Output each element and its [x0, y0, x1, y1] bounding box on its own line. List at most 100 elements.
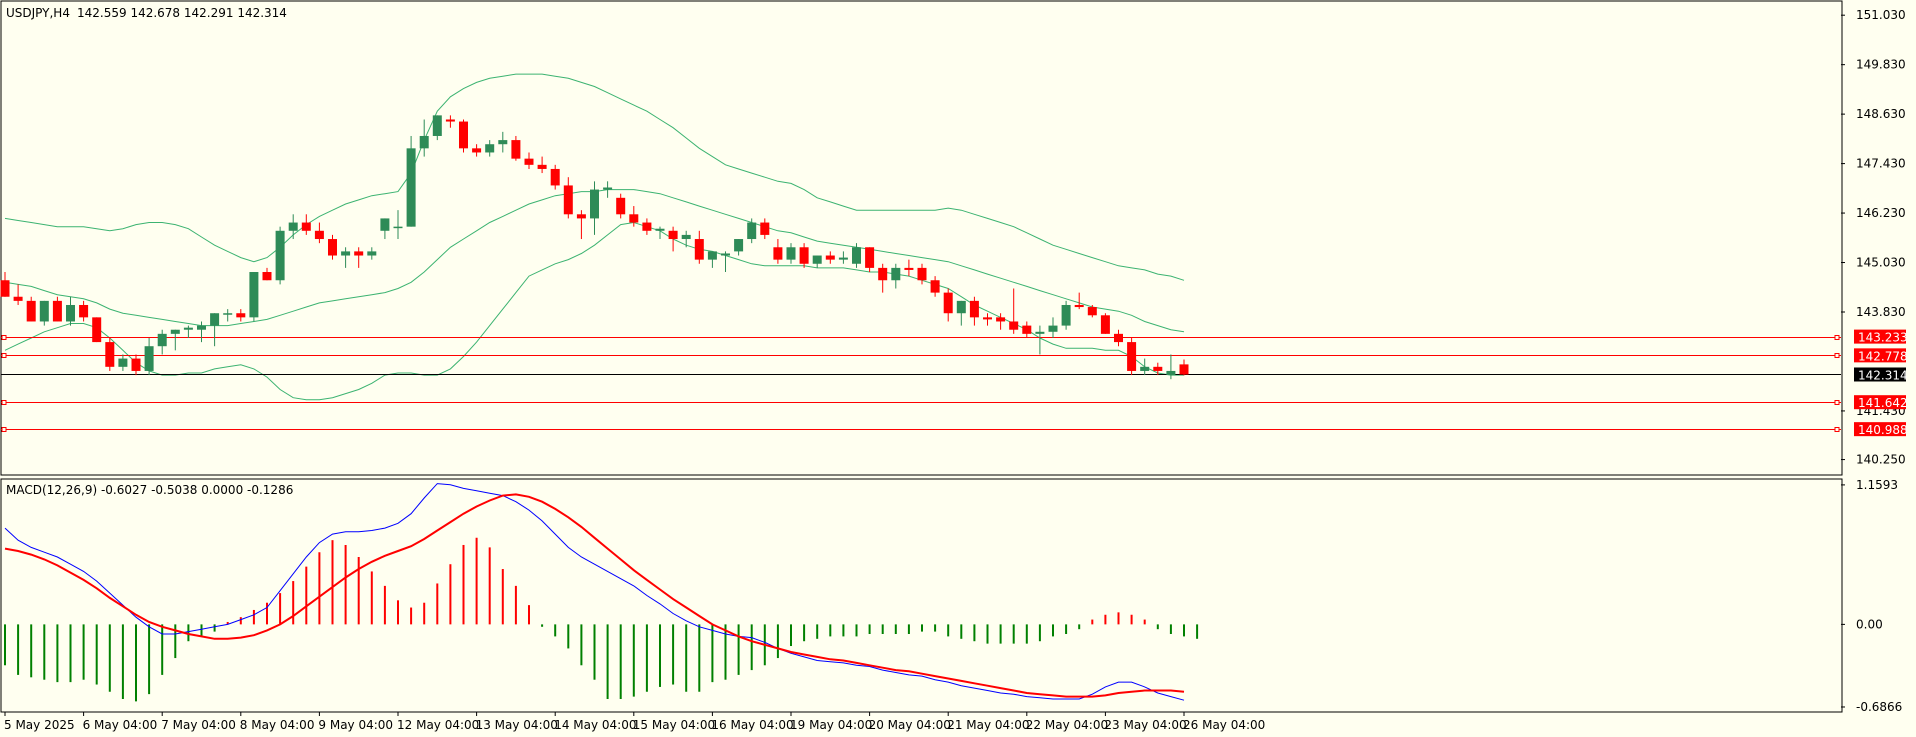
candle: [183, 325, 193, 338]
candle-body: [432, 115, 442, 136]
candle-body: [511, 140, 521, 159]
candle: [576, 210, 586, 240]
candle: [590, 181, 599, 235]
candle-body: [1087, 307, 1097, 316]
level-price-tag: 141.642: [1854, 395, 1908, 410]
time-tick-label: 21 May 04:00: [947, 718, 1029, 732]
candle: [445, 115, 455, 128]
price-tick-label: 147.430: [1856, 157, 1906, 171]
macd-tick-label: 1.1593: [1856, 478, 1898, 492]
candle-body: [328, 239, 337, 256]
time-tick-label: 26 May 04:00: [1183, 718, 1265, 732]
candle-body: [1009, 321, 1019, 330]
candle-body: [79, 304, 89, 318]
level-handle-left[interactable]: [1, 400, 7, 405]
candle: [642, 218, 652, 235]
candle: [354, 247, 364, 268]
time-tick-label: 22 May 04:00: [1026, 718, 1108, 732]
main-chart-frame: [0, 0, 1843, 476]
price-tick-label: 151.030: [1856, 8, 1906, 22]
level-handle-right[interactable]: [1834, 400, 1840, 405]
candle-body: [524, 158, 534, 165]
candle: [1100, 313, 1110, 334]
candle: [904, 259, 914, 277]
candle-body: [1035, 331, 1045, 334]
candle: [1061, 300, 1071, 330]
candle: [707, 251, 717, 268]
candle-body: [681, 234, 691, 240]
candle-body: [1061, 304, 1071, 326]
candle: [118, 354, 128, 371]
candle-body: [996, 317, 1006, 322]
level-handle-left[interactable]: [1, 427, 7, 432]
candle-body: [354, 251, 364, 256]
candle-body: [367, 251, 377, 256]
candle: [668, 226, 678, 252]
macd-frame: [0, 478, 1843, 713]
candle: [432, 115, 442, 141]
candle-body: [812, 255, 822, 264]
candle: [92, 317, 102, 343]
price-tick-label: 143.830: [1856, 305, 1906, 319]
candle-body: [747, 222, 757, 240]
candle-body: [39, 300, 49, 322]
level-price-tag: 143.233: [1854, 329, 1908, 345]
candle: [629, 206, 639, 227]
level-price-tag: 142.778: [1854, 348, 1908, 363]
candle-body: [655, 228, 665, 231]
candle-body: [445, 119, 455, 122]
candle: [1127, 337, 1137, 376]
candle: [773, 239, 783, 264]
candle: [1048, 317, 1058, 338]
candle-body: [1179, 364, 1189, 375]
candle: [0, 272, 10, 297]
candle: [236, 309, 246, 322]
candle-body: [590, 189, 599, 219]
candle-body: [760, 222, 770, 235]
candle-body: [393, 226, 403, 229]
candle-body: [891, 267, 901, 281]
candle-body: [52, 300, 62, 322]
macd-tick-label: 0.00: [1856, 617, 1883, 631]
candle-body: [668, 230, 678, 240]
time-tick-label: 13 May 04:00: [476, 718, 558, 732]
candle: [891, 263, 901, 289]
candle-body: [105, 342, 115, 367]
current-price-tag: 142.314: [1854, 367, 1908, 382]
candle: [865, 247, 875, 273]
candle: [314, 222, 324, 244]
candle-body: [917, 267, 927, 281]
candle-body: [485, 144, 495, 153]
candle: [681, 230, 691, 248]
level-handle-right[interactable]: [1834, 353, 1840, 358]
level-tag-text: 142.778: [1858, 349, 1908, 363]
candle-body: [838, 257, 848, 260]
candle: [380, 218, 390, 240]
candle-body: [629, 214, 639, 223]
candle-body: [288, 222, 298, 231]
candle: [157, 329, 167, 355]
candle: [197, 321, 206, 343]
candle-body: [1127, 342, 1137, 371]
price-axis: 151.030 149.830 148.630 147.430 146.230 145.0…: [1841, 8, 1908, 467]
candle: [1153, 362, 1163, 376]
candle: [616, 193, 626, 219]
candle: [1087, 304, 1097, 318]
candle-body: [904, 267, 914, 270]
symbol-label: USDJPY,H4: [6, 6, 70, 20]
candle-body: [852, 247, 861, 264]
candle: [419, 119, 429, 157]
level-handle-left[interactable]: [1, 335, 7, 340]
level-handle-right[interactable]: [1834, 335, 1840, 340]
candle: [983, 313, 992, 326]
candle-body: [262, 272, 272, 281]
horizontal-levels[interactable]: [1, 335, 1841, 432]
candle: [79, 300, 89, 322]
candle: [1022, 321, 1032, 338]
bollinger-bands: [4, 73, 1185, 401]
candle: [131, 354, 141, 376]
level-handle-right[interactable]: [1834, 427, 1840, 432]
candle-body: [825, 255, 835, 260]
level-handle-left[interactable]: [1, 353, 7, 358]
